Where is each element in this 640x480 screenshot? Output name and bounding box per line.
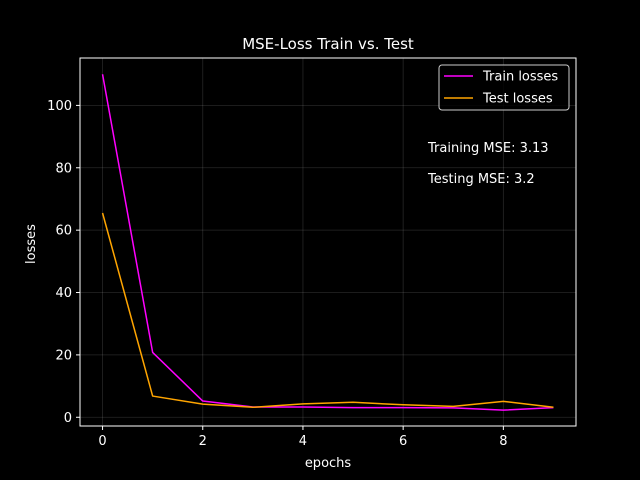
x-tick-label: 8 [499, 434, 507, 449]
x-axis: 0 2 4 6 8 [98, 426, 507, 449]
plot-frame [79, 57, 577, 427]
x-tick-label: 6 [399, 434, 407, 449]
y-tick-label: 100 [47, 99, 72, 114]
series-line-train [101, 74, 554, 411]
series-lines [101, 74, 554, 411]
training-mse-annotation: Training MSE: 3.13 [427, 141, 549, 156]
y-axis: 0 20 40 60 80 100 [47, 99, 80, 426]
y-axis-label: losses [24, 224, 39, 264]
series-line-test [101, 212, 554, 409]
x-tick-label: 4 [299, 434, 307, 449]
y-tick-label: 80 [55, 161, 72, 176]
chart-title: MSE-Loss Train vs. Test [242, 35, 414, 53]
grid-lines [80, 58, 576, 426]
testing-mse-annotation: Testing MSE: 3.2 [427, 172, 535, 187]
legend: Train losses Test losses [438, 64, 570, 111]
legend-label: Test losses [482, 92, 553, 107]
y-tick-label: 60 [55, 224, 72, 239]
legend-label: Train losses [482, 70, 558, 85]
y-tick-label: 40 [55, 286, 72, 301]
y-tick-label: 0 [64, 411, 72, 426]
x-tick-label: 0 [98, 434, 106, 449]
x-tick-label: 2 [199, 434, 207, 449]
x-axis-label: epochs [305, 456, 352, 471]
y-tick-label: 20 [55, 348, 72, 363]
